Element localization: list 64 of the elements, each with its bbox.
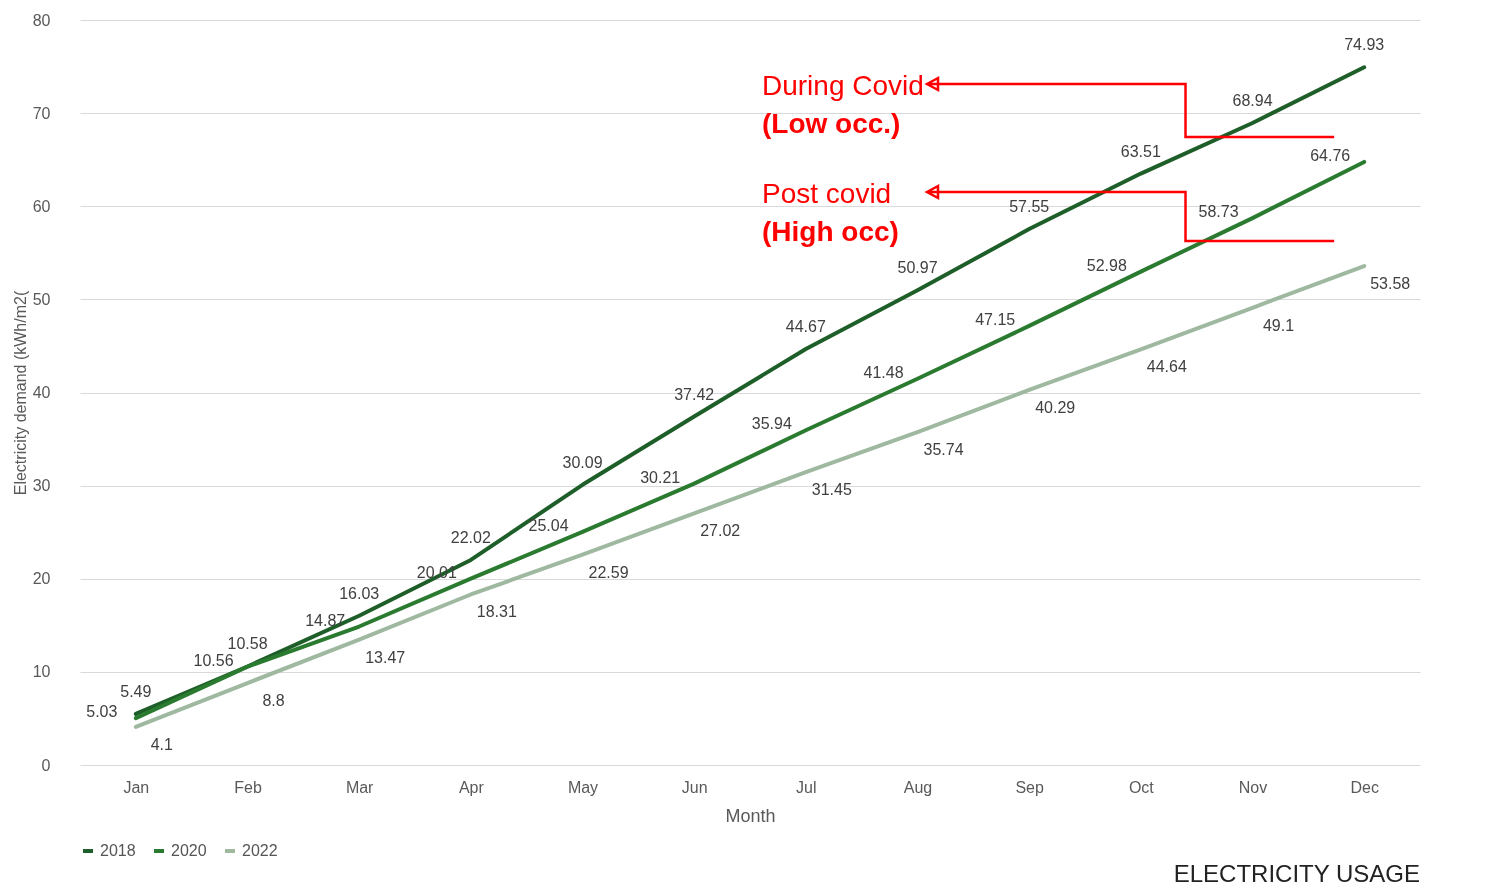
y-tick-label: 0 bbox=[41, 756, 51, 774]
y-tick-label: 40 bbox=[32, 384, 51, 401]
data-label: 5.49 bbox=[120, 682, 152, 700]
data-label: 41.48 bbox=[863, 363, 904, 381]
x-tick-label: Feb bbox=[234, 778, 262, 796]
x-tick-label: May bbox=[567, 778, 599, 796]
x-axis-title: Month bbox=[725, 805, 776, 826]
y-tick-label: 10 bbox=[32, 663, 51, 681]
x-tick-label: Oct bbox=[1128, 778, 1155, 796]
x-tick-label: Sep bbox=[1015, 778, 1044, 796]
data-label: 37.42 bbox=[674, 385, 715, 403]
legend-label: 2022 bbox=[242, 842, 278, 859]
x-tick-label: Aug bbox=[903, 778, 933, 796]
data-label: 22.02 bbox=[450, 528, 491, 546]
x-tick-label: Jun bbox=[681, 778, 708, 796]
data-label: 16.03 bbox=[339, 584, 380, 602]
data-label: 4.1 bbox=[150, 735, 174, 753]
data-label: 22.59 bbox=[588, 563, 629, 581]
y-axis-title: Electricity demand (kWh/m2( bbox=[11, 290, 29, 496]
annotation: During Covid (Low occ.) bbox=[762, 70, 924, 139]
data-label: 58.73 bbox=[1198, 203, 1239, 221]
data-label: 18.31 bbox=[476, 603, 517, 621]
annotation: Post covid (High occ) bbox=[762, 178, 899, 247]
x-tick-label: Dec bbox=[1350, 778, 1379, 796]
x-tick-label: Jul bbox=[796, 778, 817, 796]
y-tick-label: 30 bbox=[32, 477, 51, 495]
legend-label: 2018 bbox=[100, 842, 136, 859]
x-tick-label: Mar bbox=[345, 778, 375, 796]
data-label: 50.97 bbox=[897, 259, 938, 277]
data-label: 25.04 bbox=[528, 516, 569, 534]
data-label: 44.64 bbox=[1146, 358, 1187, 376]
data-label: 8.8 bbox=[262, 692, 285, 710]
y-tick-label: 20 bbox=[32, 570, 51, 588]
data-label: 27.02 bbox=[700, 522, 741, 540]
data-label: 40.29 bbox=[1035, 398, 1076, 416]
data-label: 35.94 bbox=[751, 415, 792, 433]
data-label: 31.45 bbox=[811, 481, 852, 499]
y-tick-label: 70 bbox=[32, 104, 51, 122]
data-label: 68.94 bbox=[1232, 92, 1273, 109]
x-tick-label: Nov bbox=[1238, 778, 1268, 796]
data-label: 53.58 bbox=[1370, 275, 1411, 293]
data-label: 30.21 bbox=[640, 468, 681, 486]
data-label: 44.67 bbox=[785, 318, 826, 336]
data-label: 35.74 bbox=[923, 441, 964, 459]
data-label: 14.87 bbox=[305, 611, 346, 629]
data-label: 10.56 bbox=[193, 651, 234, 669]
data-label: 52.98 bbox=[1086, 256, 1127, 274]
x-tick-label: Jan bbox=[123, 778, 150, 796]
data-label: 30.09 bbox=[562, 453, 603, 471]
y-tick-label: 50 bbox=[32, 290, 51, 308]
data-label: 5.03 bbox=[86, 703, 118, 721]
text: ELECTRICITY USAGE bbox=[1173, 860, 1420, 886]
data-label: 13.47 bbox=[365, 648, 406, 666]
data-label: 10.58 bbox=[227, 635, 268, 653]
data-label: 57.55 bbox=[1009, 198, 1050, 216]
x-tick-label: Apr bbox=[458, 778, 485, 796]
data-label: 49.1 bbox=[1262, 316, 1295, 334]
data-label: 64.76 bbox=[1310, 146, 1351, 164]
data-label: 74.93 bbox=[1344, 36, 1385, 54]
data-label: 47.15 bbox=[975, 310, 1016, 328]
legend-label: 2020 bbox=[171, 842, 207, 859]
y-tick-label: 60 bbox=[32, 197, 51, 215]
data-label: 63.51 bbox=[1120, 142, 1161, 160]
y-tick-label: 80 bbox=[32, 11, 51, 29]
